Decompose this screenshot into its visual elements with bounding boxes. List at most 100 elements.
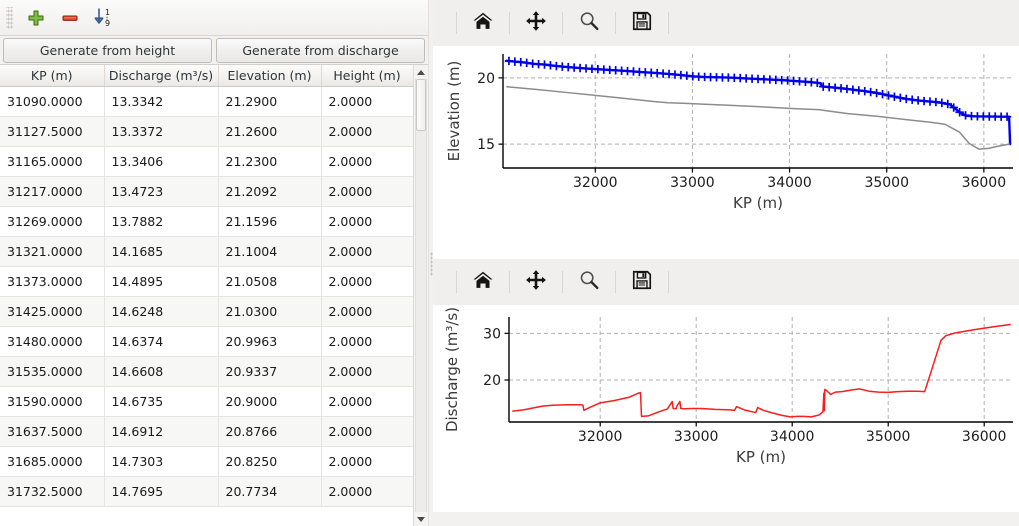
- table-cell[interactable]: 14.6374: [104, 326, 219, 357]
- table-cell[interactable]: 21.2900: [218, 86, 322, 117]
- table-column-header[interactable]: KP (m): [0, 65, 105, 87]
- zoom-button[interactable]: [572, 267, 606, 297]
- table-cell[interactable]: 2.0000: [321, 146, 413, 177]
- scrollbar-track[interactable]: [415, 79, 427, 512]
- table-cell[interactable]: 14.1685: [104, 236, 219, 267]
- sort-descending-button[interactable]: 1 9: [87, 3, 121, 33]
- table-cell[interactable]: 2.0000: [321, 206, 413, 237]
- pan-button[interactable]: [519, 267, 553, 297]
- table-cell[interactable]: 2.0000: [321, 416, 413, 447]
- panel-splitter[interactable]: [428, 0, 433, 526]
- table-row[interactable]: 31425.0000 14.6248 21.0300 2.0000: [0, 296, 413, 327]
- table-row[interactable]: 31321.0000 14.1685 21.1004 2.0000: [0, 236, 413, 267]
- table-cell[interactable]: 20.8766: [218, 416, 322, 447]
- table-cell[interactable]: 21.0508: [218, 266, 322, 297]
- table-cell[interactable]: 31590.0000: [0, 386, 105, 417]
- splitter-grip[interactable]: [430, 252, 433, 276]
- table-cell[interactable]: 13.4723: [104, 176, 219, 207]
- table-cell[interactable]: 21.2600: [218, 116, 322, 147]
- table-cell[interactable]: 2.0000: [321, 236, 413, 267]
- table-row[interactable]: 31217.0000 13.4723 21.2092 2.0000: [0, 176, 413, 207]
- table-cell[interactable]: 31165.0000: [0, 146, 105, 177]
- table-cell[interactable]: 20.9337: [218, 356, 322, 387]
- table-cell[interactable]: 21.0300: [218, 296, 322, 327]
- table-column-header[interactable]: Elevation (m): [218, 65, 322, 87]
- data-table-scroll-area[interactable]: KP (m) Discharge (m³/s) Elevation (m) Heigh…: [0, 65, 413, 526]
- home-button[interactable]: [466, 267, 500, 297]
- table-cell[interactable]: 2.0000: [321, 176, 413, 207]
- discharge-plot-block: 32000 33000 34000 35000 36000 20 30 KP (m) Disch…: [433, 259, 1019, 526]
- table-row[interactable]: 31090.0000 13.3342 21.2900 2.0000: [0, 86, 413, 117]
- table-cell[interactable]: 31535.0000: [0, 356, 105, 387]
- table-row[interactable]: 31590.0000 14.6735 20.9000 2.0000: [0, 386, 413, 417]
- table-cell[interactable]: 31732.5000: [0, 476, 105, 507]
- table-cell[interactable]: 14.6735: [104, 386, 219, 417]
- pan-button[interactable]: [519, 8, 553, 38]
- scroll-up-arrow-icon[interactable]: [414, 65, 428, 79]
- table-row[interactable]: 31685.0000 14.7303 20.8250 2.0000: [0, 446, 413, 477]
- table-cell[interactable]: 2.0000: [321, 476, 413, 507]
- table-cell[interactable]: 20.9000: [218, 386, 322, 417]
- table-row[interactable]: 31127.5000 13.3372 21.2600 2.0000: [0, 116, 413, 147]
- table-panel: 1 9 Generate from height Generate from d…: [0, 0, 428, 526]
- scroll-down-arrow-icon[interactable]: [414, 512, 428, 526]
- generate-from-height-button[interactable]: Generate from height: [3, 38, 212, 63]
- table-cell[interactable]: 20.7734: [218, 476, 322, 507]
- table-cell[interactable]: 20.9963: [218, 326, 322, 357]
- table-row[interactable]: 31480.0000 14.6374 20.9963 2.0000: [0, 326, 413, 357]
- table-cell[interactable]: 2.0000: [321, 356, 413, 387]
- table-cell[interactable]: 21.2092: [218, 176, 322, 207]
- table-cell[interactable]: 13.3406: [104, 146, 219, 177]
- table-cell[interactable]: 31269.0000: [0, 206, 105, 237]
- home-button[interactable]: [466, 8, 500, 38]
- table-cell[interactable]: 2.0000: [321, 266, 413, 297]
- table-cell[interactable]: 21.2300: [218, 146, 322, 177]
- scrollbar-thumb[interactable]: [416, 79, 426, 131]
- table-row[interactable]: 31732.5000 14.7695 20.7734 2.0000: [0, 476, 413, 507]
- table-cell[interactable]: 21.1004: [218, 236, 322, 267]
- table-cell[interactable]: 13.7882: [104, 206, 219, 237]
- table-cell[interactable]: 13.3372: [104, 116, 219, 147]
- save-button[interactable]: [625, 267, 659, 297]
- zoom-button[interactable]: [572, 8, 606, 38]
- table-cell[interactable]: 21.1596: [218, 206, 322, 237]
- table-cell[interactable]: 20.8250: [218, 446, 322, 477]
- table-cell[interactable]: 2.0000: [321, 86, 413, 117]
- table-cell[interactable]: 14.6912: [104, 416, 219, 447]
- table-row[interactable]: 31165.0000 13.3406 21.2300 2.0000: [0, 146, 413, 177]
- save-button[interactable]: [625, 8, 659, 38]
- table-vertical-scrollbar[interactable]: [413, 65, 428, 526]
- table-cell[interactable]: 31127.5000: [0, 116, 105, 147]
- table-row[interactable]: 31373.0000 14.4895 21.0508 2.0000: [0, 266, 413, 297]
- table-cell[interactable]: 31685.0000: [0, 446, 105, 477]
- table-cell[interactable]: 14.6248: [104, 296, 219, 327]
- table-cell[interactable]: 2.0000: [321, 446, 413, 477]
- table-cell[interactable]: 2.0000: [321, 116, 413, 147]
- table-cell[interactable]: 31090.0000: [0, 86, 105, 117]
- table-cell[interactable]: 31321.0000: [0, 236, 105, 267]
- table-cell[interactable]: 2.0000: [321, 386, 413, 417]
- remove-row-button[interactable]: [53, 3, 87, 33]
- discharge-chart-canvas[interactable]: 32000 33000 34000 35000 36000 20 30 KP (m) Disch…: [433, 305, 1019, 512]
- table-cell[interactable]: 31480.0000: [0, 326, 105, 357]
- generate-from-discharge-button[interactable]: Generate from discharge: [216, 38, 425, 63]
- table-cell[interactable]: 14.7695: [104, 476, 219, 507]
- add-row-button[interactable]: [19, 3, 53, 33]
- table-column-header[interactable]: Discharge (m³/s): [104, 65, 219, 87]
- table-cell[interactable]: 14.6608: [104, 356, 219, 387]
- toolbar-drag-handle[interactable]: [6, 6, 13, 29]
- table-row[interactable]: 31535.0000 14.6608 20.9337 2.0000: [0, 356, 413, 387]
- table-cell[interactable]: 2.0000: [321, 296, 413, 327]
- table-row[interactable]: 31269.0000 13.7882 21.1596 2.0000: [0, 206, 413, 237]
- table-cell[interactable]: 31637.5000: [0, 416, 105, 447]
- table-cell[interactable]: 31425.0000: [0, 296, 105, 327]
- table-row[interactable]: 31637.5000 14.6912 20.8766 2.0000: [0, 416, 413, 447]
- table-cell[interactable]: 31217.0000: [0, 176, 105, 207]
- table-cell[interactable]: 14.7303: [104, 446, 219, 477]
- table-column-header[interactable]: Height (m): [321, 65, 413, 87]
- table-cell[interactable]: 31373.0000: [0, 266, 105, 297]
- table-cell[interactable]: 2.0000: [321, 326, 413, 357]
- table-cell[interactable]: 14.4895: [104, 266, 219, 297]
- elevation-chart-canvas[interactable]: 32000 33000 34000 35000 36000 15 20 KP (m) Eleva…: [433, 46, 1019, 259]
- table-cell[interactable]: 13.3342: [104, 86, 219, 117]
